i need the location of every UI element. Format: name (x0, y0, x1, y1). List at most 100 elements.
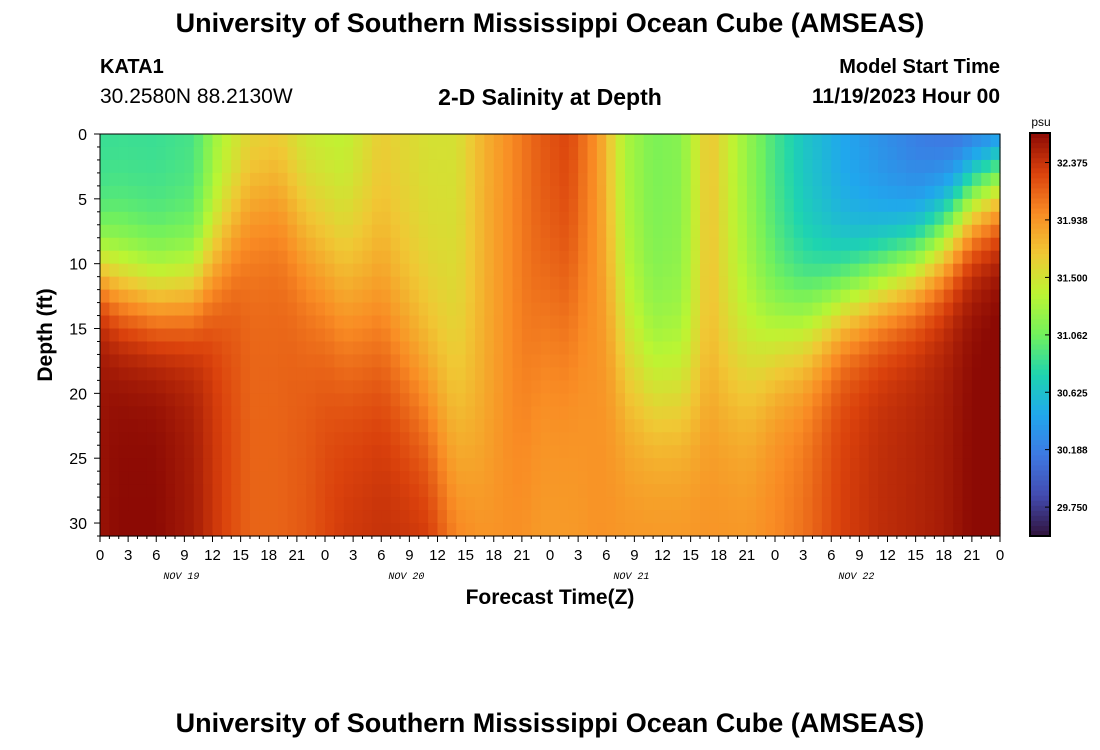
heatmap-cell (156, 263, 167, 278)
heatmap-cell (165, 302, 176, 317)
heatmap-cell (943, 471, 954, 485)
heatmap-cell (315, 146, 326, 161)
heatmap-cell (353, 393, 364, 407)
x-tick-label: 18 (260, 547, 277, 564)
heatmap-cell (662, 354, 673, 369)
heatmap-cell (793, 263, 804, 278)
heatmap-cell (625, 328, 635, 343)
heatmap-cell (596, 484, 607, 498)
x-tick-label: 0 (96, 547, 104, 564)
heatmap-cell (362, 224, 373, 239)
heatmap-cell (343, 276, 354, 291)
heatmap-cell (521, 406, 532, 420)
heatmap-cell (400, 393, 410, 407)
heatmap-cell (165, 367, 176, 381)
heatmap-cell (990, 367, 1001, 381)
heatmap-cell (287, 198, 298, 213)
heatmap-cell (821, 289, 832, 304)
heatmap-cell (840, 172, 851, 187)
x-tick-label: 6 (827, 547, 835, 564)
heatmap-cell (887, 224, 898, 239)
heatmap-cell (709, 367, 720, 381)
heatmap-cell (718, 224, 729, 239)
heatmap-cell (484, 471, 495, 485)
heatmap-cell (456, 471, 467, 485)
heatmap-cell (456, 172, 467, 187)
heatmap-cell (296, 341, 307, 356)
heatmap-cell (690, 211, 701, 226)
heatmap-cell (240, 484, 251, 498)
colorbar-segment (1030, 405, 1050, 411)
heatmap-cell (859, 471, 870, 485)
heatmap-cell (887, 484, 898, 498)
heatmap-cell (231, 263, 242, 278)
heatmap-cell (606, 198, 617, 213)
heatmap-cell (915, 159, 926, 174)
heatmap-cell (803, 419, 814, 433)
heatmap-cell (100, 432, 110, 446)
heatmap-cell (812, 471, 823, 485)
heatmap-cell (728, 146, 739, 161)
heatmap-cell (306, 445, 317, 459)
heatmap-cell (878, 510, 889, 524)
heatmap-cell (175, 263, 185, 278)
x-tick-label: 0 (771, 547, 779, 564)
heatmap-cell (812, 354, 823, 369)
heatmap-cell (709, 380, 720, 394)
heatmap-cell (184, 159, 195, 174)
heatmap-cell (128, 523, 139, 537)
heatmap-cell (728, 419, 739, 433)
heatmap-cell (418, 134, 429, 148)
heatmap-cell (943, 211, 954, 226)
heatmap-cell (681, 354, 692, 369)
heatmap-cell (428, 341, 439, 356)
heatmap-cell (671, 237, 682, 252)
heatmap-cell (156, 250, 167, 265)
heatmap-cell (512, 146, 523, 161)
heatmap-cell (371, 393, 382, 407)
heatmap-cell (540, 250, 551, 265)
heatmap-cell (662, 224, 673, 239)
heatmap-cell (775, 341, 785, 356)
footer-title: University of Southern Mississippi Ocean… (175, 708, 925, 738)
heatmap-cell (634, 367, 645, 381)
heatmap-cell (231, 406, 242, 420)
heatmap-cell (128, 172, 139, 187)
heatmap-cell (118, 380, 129, 394)
heatmap-cell (709, 315, 720, 330)
colorbar-segment (1030, 193, 1050, 200)
heatmap-cell (625, 380, 635, 394)
heatmap-cell (728, 380, 739, 394)
colorbar-segment (1030, 530, 1050, 537)
heatmap-cell (165, 250, 176, 265)
heatmap-cell (203, 367, 214, 381)
x-tick-label: 12 (204, 547, 221, 564)
heatmap-cell (418, 211, 429, 226)
heatmap-cell (446, 198, 457, 213)
heatmap-cell (662, 250, 673, 265)
heatmap-cell (493, 523, 504, 537)
heatmap-cell (568, 224, 579, 239)
heatmap-cell (156, 302, 167, 317)
heatmap-cell (878, 263, 889, 278)
heatmap-cell (728, 276, 739, 291)
heatmap-cell (371, 328, 382, 343)
heatmap-cell (109, 445, 120, 459)
heatmap-cell (118, 250, 129, 265)
x-tick-label: 3 (349, 547, 357, 564)
heatmap-cell (775, 146, 785, 161)
heatmap-cell (568, 237, 579, 252)
heatmap-cell (681, 276, 692, 291)
heatmap-cell (456, 198, 467, 213)
heatmap-cell (343, 134, 354, 148)
colorbar-segment (1030, 389, 1050, 396)
heatmap-cell (765, 328, 776, 343)
heatmap-cell (521, 393, 532, 407)
heatmap-cell (493, 419, 504, 433)
colorbar-segment (1030, 470, 1050, 477)
heatmap-cell (831, 146, 842, 161)
heatmap-cell (100, 458, 110, 472)
heatmap-cell (671, 510, 682, 524)
heatmap-cell (831, 276, 842, 291)
heatmap-cell (268, 432, 279, 446)
